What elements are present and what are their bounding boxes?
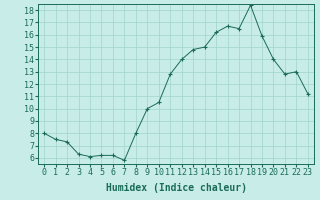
X-axis label: Humidex (Indice chaleur): Humidex (Indice chaleur)	[106, 183, 246, 193]
